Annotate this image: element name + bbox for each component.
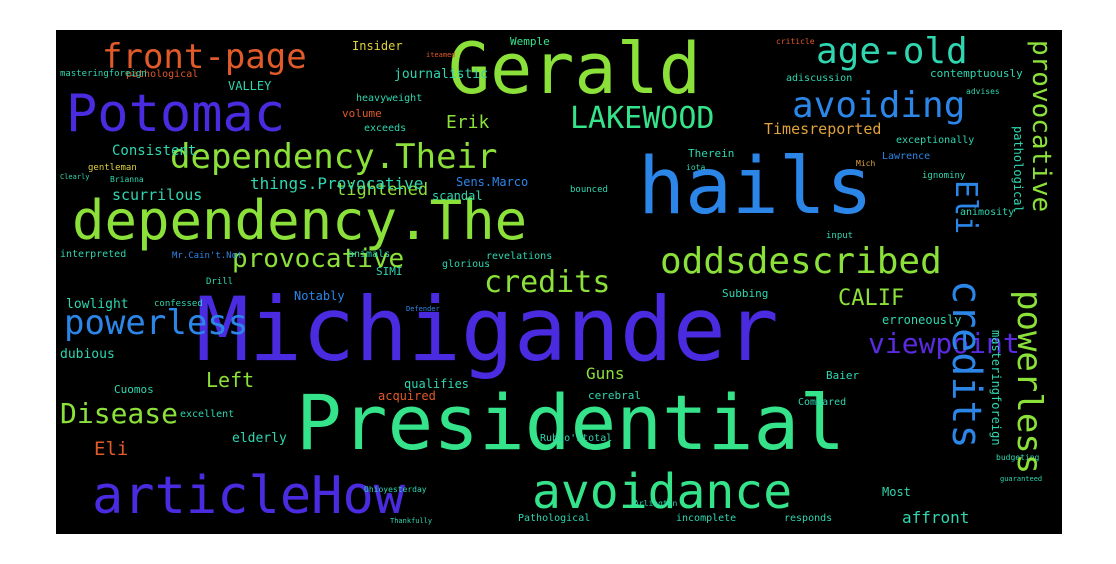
word-ignominy: glorious xyxy=(442,259,491,270)
word-incomplete: Subbing xyxy=(722,287,769,300)
word-calif: provocative xyxy=(232,244,405,274)
word-subbing: Notably xyxy=(294,289,345,303)
word-qualifies: Sens.Marco xyxy=(456,175,529,189)
word-adiscussion: cerebral xyxy=(588,389,641,402)
word-lawrence: Compared xyxy=(798,397,847,408)
word-viewpoint: Disease xyxy=(60,397,179,430)
word-credits: credits xyxy=(943,280,989,449)
word-mr-cain-not: Rubio'stotal xyxy=(540,433,613,444)
word-dependency-the: dependency.The xyxy=(72,189,528,252)
word-baier: scandal xyxy=(432,189,483,203)
word-affront: things.Provocative xyxy=(250,174,424,193)
word-guns: viewpoint xyxy=(868,327,1020,360)
word-confessed: excellent xyxy=(180,409,235,420)
word-acquired: Therein xyxy=(688,147,735,160)
word-heavyweight: VALLEY xyxy=(228,79,272,93)
word-notably: erroneously xyxy=(882,313,962,327)
word-avoiding: avoiding xyxy=(792,85,966,126)
word-analogize: iteamed xyxy=(426,51,456,59)
word-most: Consistent xyxy=(112,143,197,159)
word-erroneously: Wemple xyxy=(510,35,550,48)
word-journalistic: Most xyxy=(882,485,911,499)
word-insider: affront xyxy=(902,508,970,527)
word-sacred: budgeting xyxy=(996,453,1040,462)
word-budgeting: Mich xyxy=(856,159,876,168)
word-iteamed: criticle xyxy=(776,37,815,46)
word-gerald: Gerald xyxy=(448,30,701,110)
word-age-old: age-old xyxy=(816,31,968,72)
word-odds-described: oddsdescribed xyxy=(660,241,942,282)
word-brianna: bounced xyxy=(570,185,608,195)
word-compared: masteringforeign xyxy=(60,69,147,79)
word-eli: Eli xyxy=(948,180,983,235)
word-valley: lowlight xyxy=(66,297,129,312)
word-consistent: scurrilous xyxy=(112,186,203,204)
word-boring: Defender xyxy=(406,305,440,313)
word-potomac: Potomac xyxy=(66,84,286,144)
word-bounced: input xyxy=(826,231,854,241)
word-dubious: Erik xyxy=(446,112,490,133)
word-scandal: heavyweight xyxy=(356,93,423,104)
word-hails: hails xyxy=(638,142,873,232)
word-exceeds: exceptionally xyxy=(896,135,975,146)
word-default: guaranteed xyxy=(1000,475,1043,483)
word-cuomos: contemptuously xyxy=(930,67,1023,80)
word-therein: elderly xyxy=(232,431,287,446)
word-iota: confessed xyxy=(154,299,203,309)
word-scurrilous: Left xyxy=(206,368,255,392)
word-sens-marco: gentleman xyxy=(88,163,137,173)
word-warped: Ohioyesterday xyxy=(364,485,427,494)
word-tightened: Eli xyxy=(94,438,129,460)
word-guaranteed: advises xyxy=(966,87,1000,96)
word-mastering-foreign: masteringforeign xyxy=(989,330,1003,446)
word-volume: animosity xyxy=(960,207,1015,218)
word-lowlight: tightened xyxy=(336,180,429,200)
word-pathological: acquired xyxy=(378,389,436,403)
word-drill: animals xyxy=(348,249,391,260)
word-lakewood: LAKEWOOD xyxy=(570,101,715,136)
word-glorious: exceeds xyxy=(364,123,407,134)
word-elderly: journalistic xyxy=(394,67,488,82)
word-pathological-v: pathological xyxy=(1011,126,1025,213)
word-erik: CALIF xyxy=(838,286,905,311)
word-ohio-yesterday: iota xyxy=(686,163,706,172)
word-thankfully: Brianna xyxy=(110,175,144,184)
word-wemple: Timesreported xyxy=(764,120,882,138)
word-front-page: front-page xyxy=(102,37,307,77)
word-times-reported: dubious xyxy=(60,347,115,362)
word-things-provocative: Guns xyxy=(586,364,625,383)
word-michigander: Michigander xyxy=(196,278,779,381)
word-dependency-their: dependency.Their xyxy=(170,137,498,177)
word-modified: Thankfully xyxy=(390,517,433,525)
word-input: SIMI xyxy=(376,265,403,278)
word-provocative: provocative xyxy=(1026,40,1056,213)
word-exceptionally: Pathological xyxy=(518,513,591,524)
word-advises: Mr.Cain't.Not xyxy=(172,251,243,261)
word-powerless: powerless xyxy=(1009,290,1049,475)
word-article-how: articleHow xyxy=(92,466,406,526)
word-cerebral: Baier xyxy=(826,369,860,382)
word-left: powerless xyxy=(64,303,249,343)
word-clearly: Arlington xyxy=(634,499,678,508)
word-revelations: interpreted xyxy=(60,249,127,260)
word-animosity: incomplete xyxy=(676,513,737,524)
word-defender: Clearly xyxy=(60,173,90,181)
word-animals: volume xyxy=(342,107,382,120)
word-avoidance: avoidance xyxy=(532,464,793,520)
word-mich: Lawrence xyxy=(882,151,931,162)
word-presidential: Presidential xyxy=(296,378,846,467)
word-interpreted: adiscussion xyxy=(786,73,853,84)
word-responds: qualifies xyxy=(404,377,470,391)
word-disease: credits xyxy=(484,265,611,300)
word-arlington: ignominy xyxy=(922,171,966,181)
word-rubio-stotal: revelations xyxy=(486,251,553,262)
word-gentleman: Insider xyxy=(352,39,403,53)
word-contemptuously: responds xyxy=(784,513,833,524)
word-criticle: Drill xyxy=(206,277,234,287)
word-cloud: Michigander Presidential hails Gerald de… xyxy=(56,30,1062,534)
word-excellent: pathological xyxy=(126,69,199,80)
word-simi: Cuomos xyxy=(114,383,154,396)
